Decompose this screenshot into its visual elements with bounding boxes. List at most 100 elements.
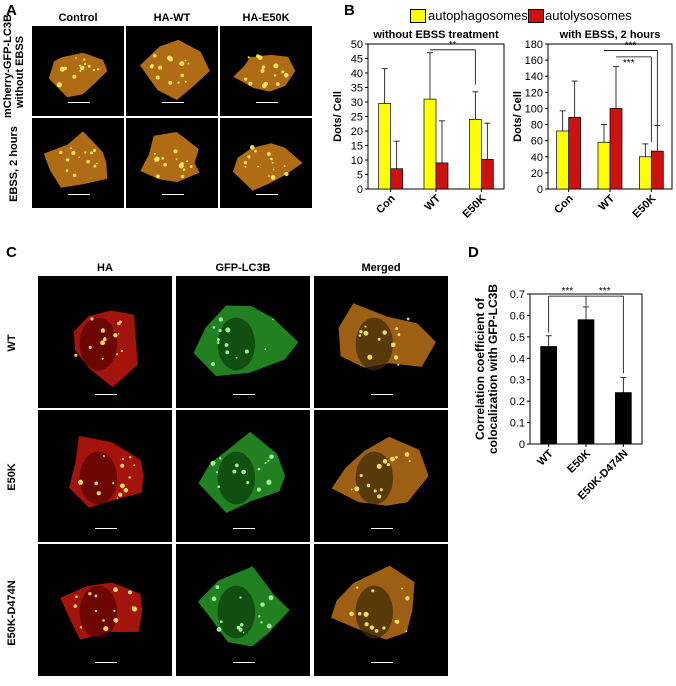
puncta-dot bbox=[270, 175, 276, 180]
puncta-dot bbox=[79, 69, 82, 72]
panel-c-column-merged: Merged bbox=[361, 262, 401, 274]
scale-bar bbox=[371, 394, 393, 395]
bar-autolysosomes-Con bbox=[390, 168, 404, 190]
y-tick-label: 40 bbox=[351, 68, 363, 80]
nucleus bbox=[79, 451, 118, 505]
puncta-dot bbox=[131, 606, 138, 612]
panel-c-micrograph-r0-c0 bbox=[38, 276, 172, 408]
puncta-dot bbox=[75, 57, 77, 59]
puncta-dot bbox=[235, 356, 238, 359]
puncta-dot bbox=[386, 463, 390, 467]
puncta-dot bbox=[267, 152, 271, 156]
chart-b-right: with EBSS, 2 hours 0 20 40 60 80 100 120 140 160 1… bbox=[512, 29, 673, 220]
puncta-dot bbox=[94, 609, 98, 613]
puncta-dot bbox=[269, 454, 274, 460]
scale-bar bbox=[95, 662, 117, 663]
scale-bar bbox=[256, 102, 278, 103]
puncta-dot bbox=[283, 72, 289, 78]
puncta-dot bbox=[129, 456, 132, 459]
puncta-dot bbox=[357, 611, 362, 616]
puncta-dot bbox=[268, 175, 270, 177]
puncta-dot bbox=[391, 345, 394, 348]
puncta-dot bbox=[120, 463, 125, 468]
y-tick-label: 25 bbox=[351, 112, 363, 124]
cell-body bbox=[43, 131, 108, 188]
puncta-dot bbox=[113, 617, 119, 623]
puncta-dot bbox=[117, 332, 120, 335]
puncta-dot bbox=[71, 151, 76, 156]
puncta-dot bbox=[112, 482, 115, 485]
puncta-dot bbox=[218, 328, 222, 333]
puncta-dot bbox=[163, 162, 168, 167]
puncta-dot bbox=[158, 65, 163, 70]
puncta-dot bbox=[405, 596, 410, 601]
puncta-dot bbox=[244, 349, 249, 354]
puncta-dot bbox=[258, 615, 261, 618]
puncta-dot bbox=[268, 595, 274, 601]
puncta-dot bbox=[244, 165, 247, 168]
puncta-dot bbox=[254, 149, 257, 153]
puncta-dot bbox=[364, 325, 367, 328]
y-tick-label: 140 bbox=[525, 71, 543, 83]
panel-letter-c: C bbox=[6, 244, 17, 261]
scale-bar bbox=[371, 528, 393, 529]
puncta-dot bbox=[122, 458, 125, 461]
puncta-dot bbox=[356, 586, 359, 589]
puncta-dot bbox=[247, 56, 250, 59]
puncta-dot bbox=[74, 353, 78, 357]
puncta-dot bbox=[65, 169, 69, 172]
puncta-dot bbox=[90, 317, 94, 321]
significance-label: ** bbox=[449, 40, 457, 51]
chart-d: 0 0.1 0.2 0.3 0.4 0.5 0.6 0.7 Correlation coeffi… bbox=[473, 284, 643, 502]
panel-c-micrograph-r1-c2 bbox=[314, 410, 448, 542]
panel-letter-b: B bbox=[344, 2, 355, 19]
puncta-dot bbox=[173, 149, 178, 154]
puncta-dot bbox=[179, 61, 185, 67]
puncta-dot bbox=[128, 476, 131, 479]
puncta-dot bbox=[397, 333, 401, 337]
y-tick-label: 45 bbox=[351, 54, 363, 66]
puncta-dot bbox=[377, 337, 381, 341]
puncta-dot bbox=[123, 487, 129, 493]
puncta-dot bbox=[367, 354, 373, 360]
y-tick-label: 0.4 bbox=[510, 353, 525, 365]
y-tick-label: 0 bbox=[519, 439, 525, 451]
puncta-dot bbox=[283, 164, 286, 168]
y-tick-label: 5 bbox=[357, 170, 363, 182]
puncta-dot bbox=[371, 589, 375, 593]
scale-bar bbox=[95, 394, 117, 395]
bar-autolysosomes-WT bbox=[609, 108, 623, 190]
puncta-dot bbox=[272, 168, 275, 171]
bar-value-E50K-D474N bbox=[614, 392, 632, 445]
puncta-dot bbox=[393, 355, 399, 360]
puncta-dot bbox=[270, 157, 273, 161]
panel-c-micrograph-r0-c1 bbox=[176, 276, 310, 408]
puncta-dot bbox=[224, 343, 229, 347]
puncta-dot bbox=[70, 147, 72, 150]
puncta-dot bbox=[79, 626, 83, 629]
puncta-dot bbox=[153, 152, 156, 155]
panel-c-column-ha: HA bbox=[97, 262, 113, 274]
puncta-dot bbox=[87, 64, 91, 68]
panel-a-row-label-top: mCherry-GFP-LC3B without EBSS bbox=[2, 14, 26, 118]
panel-a-micrograph-r1-c2 bbox=[220, 118, 312, 208]
puncta-dot bbox=[232, 469, 237, 474]
y-tick-label: 0.3 bbox=[510, 375, 525, 387]
puncta-dot bbox=[256, 487, 261, 492]
puncta-dot bbox=[152, 54, 157, 58]
puncta-dot bbox=[363, 611, 369, 617]
bar-autolysosomes-E50K bbox=[650, 150, 664, 190]
y-tick-label: 0.7 bbox=[510, 289, 525, 301]
x-tick-label: Con bbox=[374, 192, 398, 216]
puncta-dot bbox=[257, 165, 260, 168]
panel-a-row-label-bottom: EBSS, 2 hours bbox=[8, 126, 20, 202]
puncta-dot bbox=[212, 326, 216, 329]
y-tick-label: 0.2 bbox=[510, 396, 525, 408]
y-tick-label: 0 bbox=[357, 184, 363, 196]
y-tick-label: 120 bbox=[525, 87, 543, 99]
cell-body bbox=[48, 52, 108, 98]
puncta-dot bbox=[376, 463, 382, 469]
x-tick-label: Con bbox=[552, 192, 576, 216]
puncta-dot bbox=[374, 629, 379, 633]
puncta-dot bbox=[92, 68, 96, 72]
